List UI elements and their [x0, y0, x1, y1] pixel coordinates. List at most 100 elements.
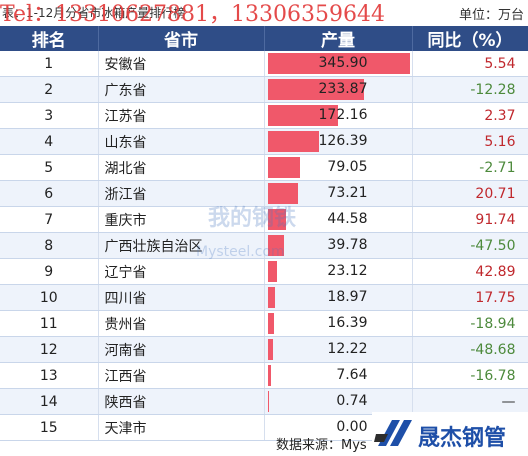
production-value: 44.58: [327, 211, 368, 227]
rank-cell: 11: [0, 310, 99, 337]
production-value: 345.90: [318, 55, 368, 71]
yoy-cell: 42.89: [412, 258, 528, 285]
province-cell: 陕西省: [98, 388, 265, 415]
production-cell: 126.39: [264, 128, 413, 155]
rank-cell: 4: [0, 128, 99, 155]
province-cell: 浙江省: [98, 180, 265, 207]
production-cell: 39.78: [264, 232, 413, 259]
watermark-cn-text: 我的钢铁: [208, 206, 297, 231]
production-bar: [267, 105, 339, 126]
yoy-cell: 5.16: [412, 128, 528, 155]
production-value: 79.05: [327, 159, 368, 175]
production-value: 39.78: [327, 237, 368, 253]
table-caption: 表：1-12月分省市冰箱产量排行榜 Tel：13310627881，133063…: [0, 0, 528, 27]
rank-cell: 8: [0, 232, 99, 259]
watermark-en-text: Mysteel.com: [196, 244, 285, 260]
yoy-cell: 5.54: [412, 51, 528, 77]
yoy-cell: —: [412, 388, 528, 415]
production-bar: [267, 157, 300, 178]
province-cell: 江西省: [98, 362, 265, 389]
production-bar: [267, 261, 277, 282]
production-value: 23.12: [327, 263, 368, 279]
production-cell: 16.39: [264, 310, 413, 337]
table-row: 6 浙江省 73.21 20.71: [0, 180, 528, 207]
table-row: 5 湖北省 79.05 -2.71: [0, 154, 528, 181]
province-cell: 河南省: [98, 336, 265, 363]
yoy-cell: -2.71: [412, 154, 528, 181]
production-cell: 7.64: [264, 362, 413, 389]
yoy-cell: -16.78: [412, 362, 528, 389]
rank-cell: 15: [0, 414, 99, 441]
production-bar: [267, 209, 286, 230]
province-cell: 重庆市: [98, 206, 265, 233]
table-row: 8 广西壮族自治区 39.78 -47.50: [0, 232, 528, 259]
production-bar: [267, 131, 320, 152]
yoy-cell: 91.74: [412, 206, 528, 233]
province-cell: 安徽省: [98, 51, 265, 77]
rank-cell: 9: [0, 258, 99, 285]
production-cell: 233.87: [264, 76, 413, 103]
data-source-label: 数据来源：Mys: [276, 438, 367, 453]
table-row: 12 河南省 12.22 -48.68: [0, 336, 528, 363]
production-cell: 172.16: [264, 102, 413, 129]
production-bar: [267, 339, 273, 360]
province-cell: 贵州省: [98, 310, 265, 337]
production-value: 7.64: [336, 367, 368, 383]
production-value: 233.87: [318, 81, 368, 97]
production-cell: 79.05: [264, 154, 413, 181]
table-row: 11 贵州省 16.39 -18.94: [0, 310, 528, 337]
production-bar: [267, 287, 276, 308]
rank-cell: 13: [0, 362, 99, 389]
province-cell: 天津市: [98, 414, 265, 441]
province-cell: 江苏省: [98, 102, 265, 129]
table-row: 9 辽宁省 23.12 42.89: [0, 258, 528, 285]
production-bar: [267, 183, 298, 204]
rank-cell: 14: [0, 388, 99, 415]
header-rank: 排名: [0, 26, 99, 51]
table-header-row: 排名 省市 产量 同比（%）: [0, 26, 528, 51]
rank-cell: 12: [0, 336, 99, 363]
rank-cell: 5: [0, 154, 99, 181]
production-bar: [267, 79, 364, 100]
production-value: 0.74: [336, 393, 368, 409]
header-yoy: 同比（%）: [412, 26, 528, 51]
yoy-cell: -48.68: [412, 336, 528, 363]
rank-cell: 7: [0, 206, 99, 233]
production-cell: 44.58: [264, 206, 413, 233]
rank-cell: 1: [0, 51, 99, 77]
production-bar: [267, 313, 275, 334]
header-province: 省市: [98, 26, 265, 51]
table-row: 10 四川省 18.97 17.75: [0, 284, 528, 311]
production-value: 73.21: [327, 185, 368, 201]
header-production: 产量: [264, 26, 413, 51]
yoy-cell: -12.28: [412, 76, 528, 103]
yoy-cell: 20.71: [412, 180, 528, 207]
production-cell: 73.21: [264, 180, 413, 207]
table-body: 1 安徽省 345.90 5.54 2 广东省 233.87 -12.28 3 江苏省 172.16…: [0, 51, 528, 441]
rank-cell: 6: [0, 180, 99, 207]
yoy-cell: -47.50: [412, 232, 528, 259]
rank-cell: 2: [0, 76, 99, 103]
table-row: 13 江西省 7.64 -16.78: [0, 362, 528, 389]
phone-overlay-text: Tel：13310627881，13306359644: [0, 2, 385, 27]
province-cell: 四川省: [98, 284, 265, 311]
production-bar: [267, 53, 410, 74]
ranking-table: 排名 省市 产量 同比（%） 1 安徽省 345.90 5.54 2 广东省 233.87 -…: [0, 26, 528, 441]
province-cell: 广东省: [98, 76, 265, 103]
mysteel-watermark: 我的钢铁 Mysteel.com: [190, 196, 300, 270]
table-row: 3 江苏省 172.16 2.37: [0, 102, 528, 129]
production-value: 16.39: [327, 315, 368, 331]
province-cell: 广西壮族自治区: [98, 232, 265, 259]
yoy-cell: 17.75: [412, 284, 528, 311]
yoy-cell: -18.94: [412, 310, 528, 337]
production-value: 0.00: [336, 419, 368, 435]
production-cell: 12.22: [264, 336, 413, 363]
production-cell: 23.12: [264, 258, 413, 285]
province-cell: 湖北省: [98, 154, 265, 181]
table-row: 7 重庆市 44.58 91.74: [0, 206, 528, 233]
rank-cell: 3: [0, 102, 99, 129]
caption-title: 表：1-12月分省市冰箱产量排行榜: [2, 6, 186, 20]
production-value: 18.97: [327, 289, 368, 305]
production-bar: [267, 365, 271, 386]
unit-label: 单位：万台: [458, 8, 524, 23]
